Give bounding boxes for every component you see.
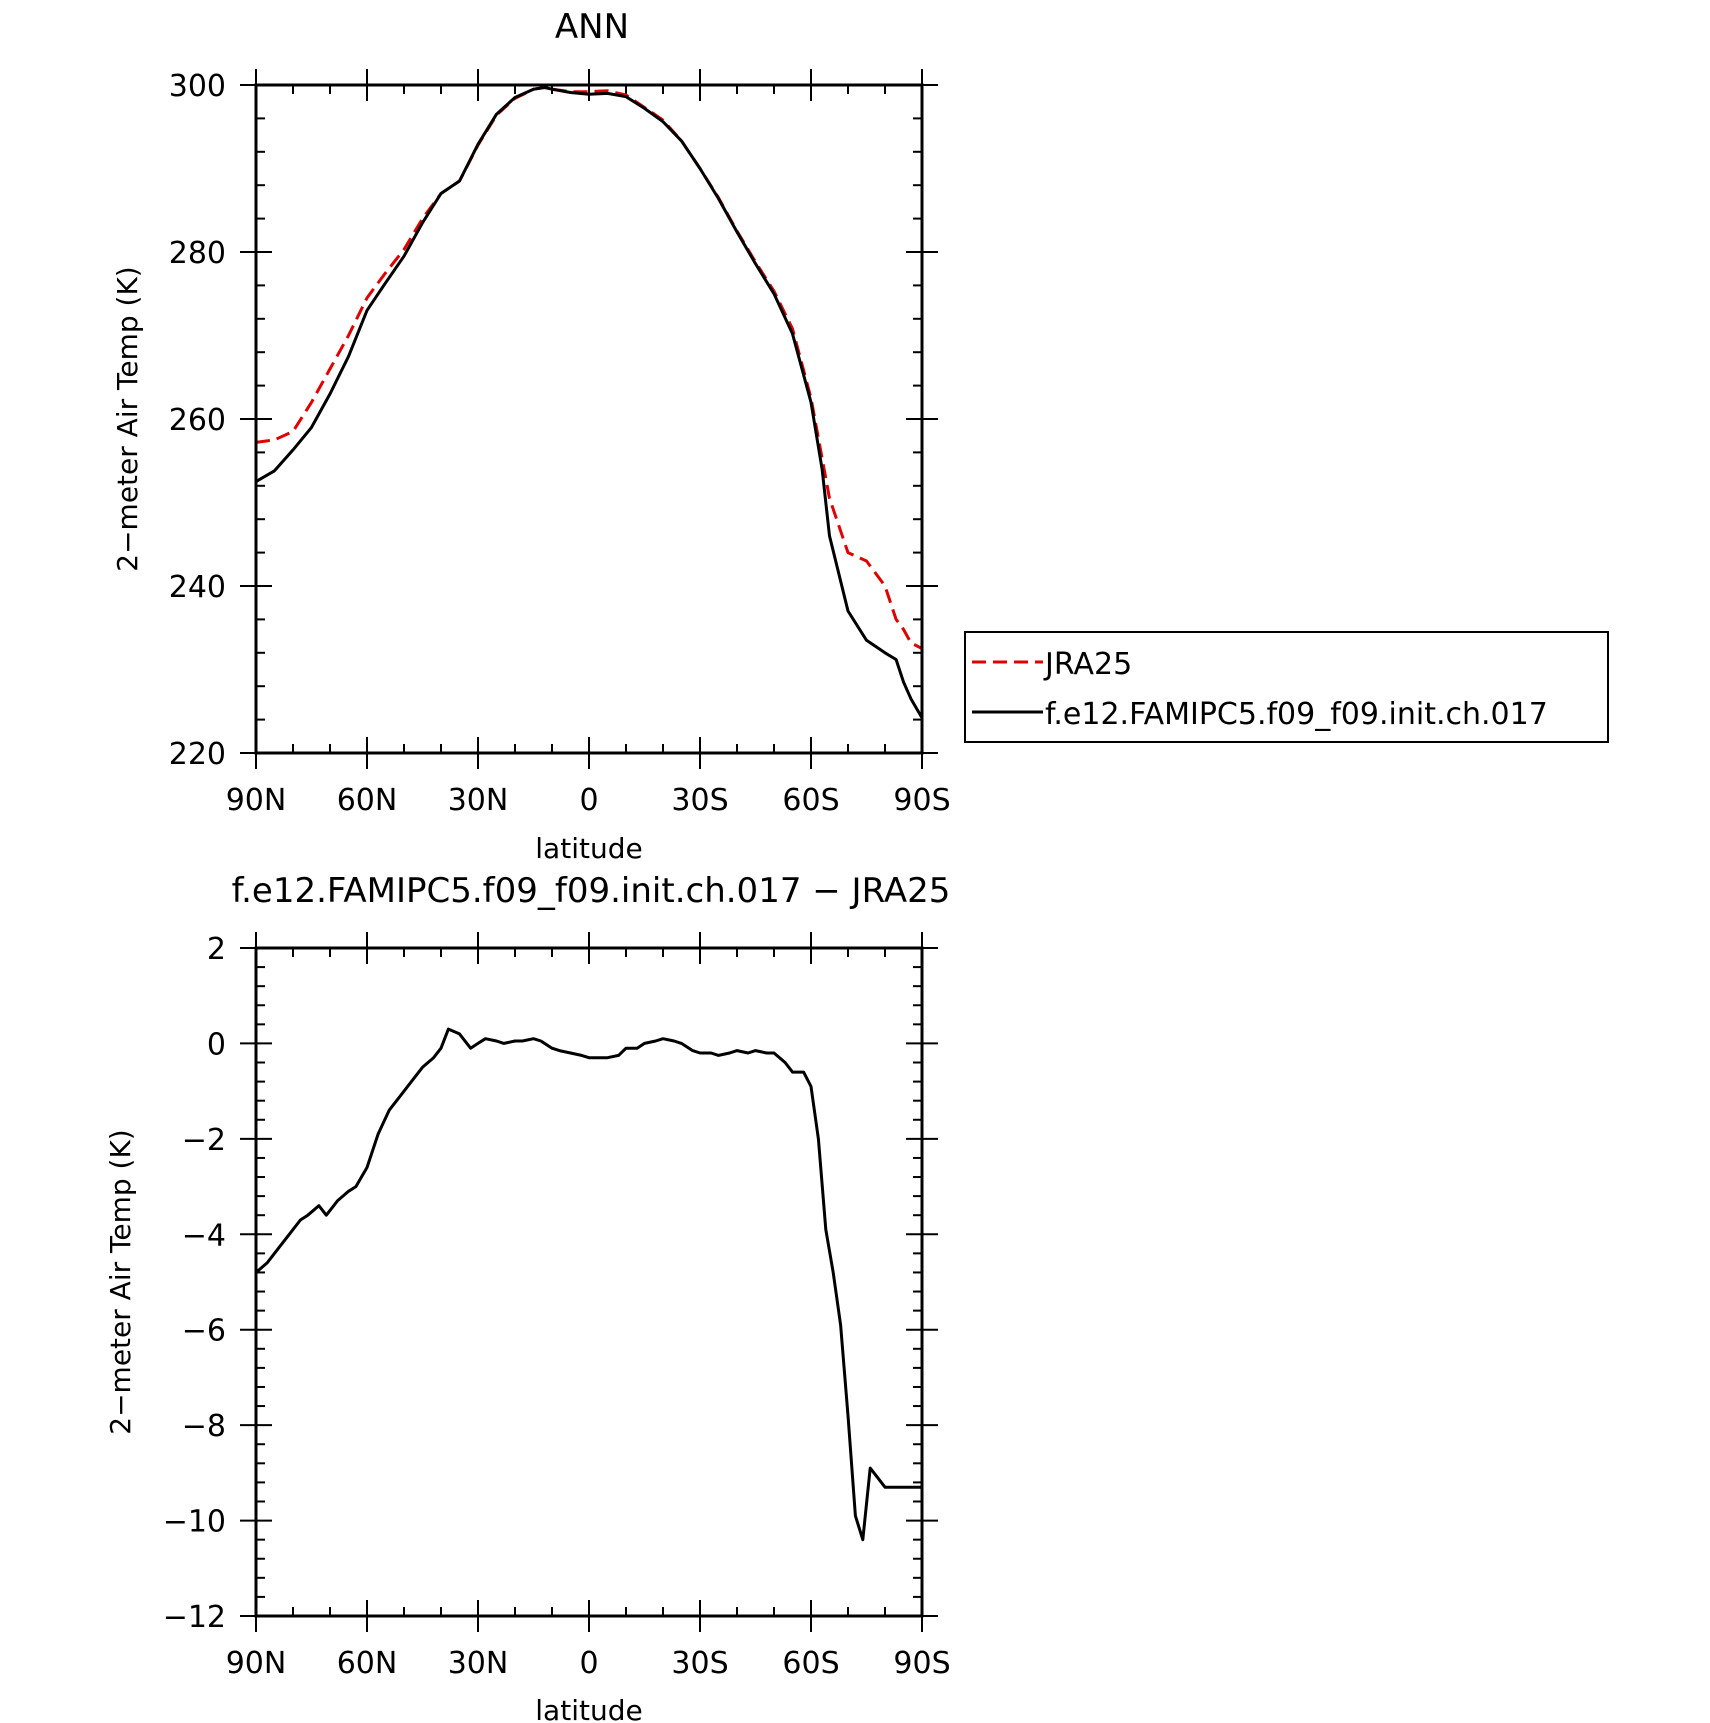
bottom-y-axis-label: 2−meter Air Temp (K) (104, 1129, 137, 1434)
bottom-x-tick-label: 60S (782, 1646, 839, 1681)
bottom-y-tick-labels: −12 −10 −8 −6 −4 −2 0 2 (163, 932, 226, 1635)
bottom-y-tick-label: 2 (207, 932, 226, 967)
bottom-x-tick-label: 60N (337, 1646, 398, 1681)
bottom-y-tick-label: −4 (182, 1218, 226, 1253)
legend-box (964, 631, 1609, 743)
top-x-tick-label: 30N (448, 783, 509, 818)
top-y-tick-labels: 220 240 260 280 300 (169, 69, 226, 772)
top-x-tick-label: 60N (337, 783, 398, 818)
top-x-tick-label: 0 (579, 783, 598, 818)
top-y-tick-label: 300 (169, 69, 226, 104)
top-plot-frame (254, 83, 924, 755)
bottom-y-tick-label: −2 (182, 1123, 226, 1158)
top-x-tick-label: 90S (893, 783, 950, 818)
top-x-tick-labels: 90N 60N 30N 0 30S 60S 90S (226, 783, 951, 818)
bottom-y-tick-label: −12 (163, 1600, 226, 1635)
bottom-y-tick-label: 0 (207, 1027, 226, 1062)
bottom-x-tick-label: 90S (893, 1646, 950, 1681)
bottom-chart-series (255, 1027, 922, 1542)
top-x-tick-label: 60S (782, 783, 839, 818)
bottom-y-tick-label: −10 (163, 1505, 226, 1540)
legend: JRA25 f.e12.FAMIPC5.f09_f09.init.ch.017 (964, 631, 1609, 743)
top-x-tick-label: 30S (671, 783, 728, 818)
bottom-y-tick-label: −8 (182, 1409, 226, 1444)
top-chart-series (255, 86, 924, 719)
bottom-series-line-0 (255, 1027, 922, 1542)
legend-label-model: f.e12.FAMIPC5.f09_f09.init.ch.017 (1045, 697, 1548, 732)
bottom-x-tick-label: 90N (226, 1646, 287, 1681)
bottom-x-tick-label: 30S (671, 1646, 728, 1681)
top-y-tick-label: 240 (169, 570, 226, 605)
bottom-y-tick-label: −6 (182, 1314, 226, 1349)
top-x-axis-label: latitude (535, 832, 642, 865)
top-series-line-f-e12-famipc5-f09-f09-init-ch-017 (255, 86, 924, 719)
bottom-plot-frame (254, 946, 924, 1618)
bottom-chart-title: f.e12.FAMIPC5.f09_f09.init.ch.017 − JRA2… (232, 871, 951, 911)
bottom-x-axis-label: latitude (535, 1694, 642, 1723)
top-y-tick-label: 220 (169, 737, 226, 772)
top-x-tick-label: 90N (226, 783, 287, 818)
top-chart-ticks (240, 69, 938, 769)
top-y-axis-label: 2−meter Air Temp (K) (111, 266, 144, 571)
bottom-x-tick-label: 30N (448, 1646, 509, 1681)
top-chart-title: ANN (555, 7, 629, 47)
bottom-chart-panel: f.e12.FAMIPC5.f09_f09.init.ch.017 − JRA2… (104, 871, 951, 1723)
top-y-tick-label: 280 (169, 236, 226, 271)
bottom-x-tick-label: 0 (579, 1646, 598, 1681)
top-series-line-jra25 (255, 86, 923, 650)
top-y-tick-label: 260 (169, 403, 226, 438)
legend-label-jra25: JRA25 (1043, 647, 1132, 682)
bottom-x-tick-labels: 90N 60N 30N 0 30S 60S 90S (226, 1646, 951, 1681)
